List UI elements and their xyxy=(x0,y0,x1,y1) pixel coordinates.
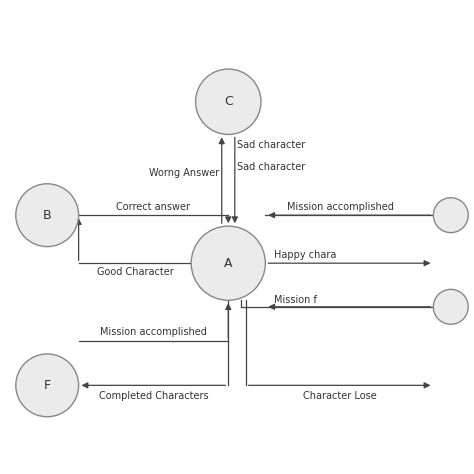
Text: Mission accomplished: Mission accomplished xyxy=(287,202,394,212)
Text: F: F xyxy=(44,379,51,392)
Text: Sad character: Sad character xyxy=(237,140,305,150)
Circle shape xyxy=(16,354,79,417)
Text: Good Character: Good Character xyxy=(97,267,173,277)
Text: Mission accomplished: Mission accomplished xyxy=(100,328,207,337)
Text: Sad character: Sad character xyxy=(237,162,305,172)
Text: Mission f: Mission f xyxy=(274,295,317,305)
Circle shape xyxy=(16,184,79,246)
Circle shape xyxy=(191,226,265,300)
Text: Correct answer: Correct answer xyxy=(117,202,191,212)
Circle shape xyxy=(196,69,261,135)
Circle shape xyxy=(433,289,468,324)
Text: B: B xyxy=(43,209,52,222)
Text: Worng Answer: Worng Answer xyxy=(149,168,219,178)
Text: Character Lose: Character Lose xyxy=(303,391,376,401)
Text: A: A xyxy=(224,257,233,270)
Circle shape xyxy=(433,198,468,233)
Text: C: C xyxy=(224,95,233,108)
Text: Happy chara: Happy chara xyxy=(274,250,337,260)
Text: Completed Characters: Completed Characters xyxy=(99,391,208,401)
